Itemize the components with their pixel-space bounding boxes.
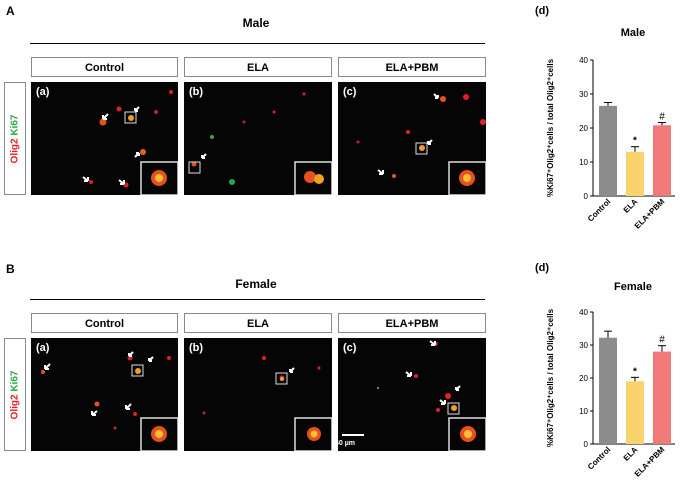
y-tick-label: 10: [579, 407, 588, 416]
female-title: Female: [235, 277, 277, 291]
female-header-control: Control: [31, 313, 178, 333]
significance-mark: #: [659, 112, 665, 123]
chart-panel-label: (d): [535, 5, 549, 17]
micrograph: [41, 351, 178, 451]
x-tick-label: Control: [586, 445, 612, 471]
scale-bar-label: 40 µm: [335, 440, 355, 447]
y-tick-label: 40: [579, 308, 588, 317]
scale-bar: [342, 434, 364, 436]
panel-label-b: B: [6, 262, 15, 276]
y-tick-label: 30: [579, 90, 588, 99]
male-header-elapbm: ELA+PBM: [338, 57, 486, 77]
bar-1: [626, 151, 644, 196]
y-tick-label: 0: [584, 440, 589, 449]
y-tick-label: 0: [584, 192, 589, 201]
ki67-label: Ki67: [9, 370, 21, 392]
female-chart: (d) Female %Ki67⁺Olig2⁺cells / total Olig2…: [505, 260, 683, 496]
male-chart: (d) Male %Ki67⁺Olig2⁺cells / total Olig2⁺c…: [505, 0, 683, 245]
panel-label-a: A: [6, 4, 15, 18]
y-tick-label: 20: [579, 124, 588, 133]
olig2-label: Olig2: [9, 393, 21, 419]
male-elapbm-image: (c): [338, 82, 486, 195]
male-divider: [30, 43, 485, 44]
male-ela-image: (b): [184, 82, 332, 195]
chart-title: Female: [614, 281, 652, 293]
female-header-elapbm: ELA+PBM: [338, 313, 486, 333]
y-axis-label: %Ki67⁺Olig2⁺cells / total Olig2⁺cells: [546, 58, 555, 197]
female-divider: [30, 299, 485, 300]
x-tick-label: ELA: [622, 197, 640, 215]
female-header-ela: ELA: [184, 313, 332, 333]
micrograph: [188, 92, 332, 195]
x-tick-label: Control: [586, 197, 612, 223]
female-ela-image: (b): [184, 338, 332, 451]
y-tick-label: 20: [579, 374, 588, 383]
micrograph: [356, 93, 486, 195]
ki67-label: Ki67: [9, 114, 21, 136]
olig2-label: Olig2: [9, 137, 21, 163]
female-elapbm-image: (c): [338, 338, 486, 451]
micrograph: [82, 90, 178, 195]
sublabel-c: (c): [343, 342, 357, 354]
y-tick-label: 40: [579, 56, 588, 65]
female-control-image: (a): [31, 338, 178, 451]
x-tick-label: ELA+PBM: [633, 197, 667, 231]
sublabel-a: (a): [36, 342, 50, 354]
male-header-control: Control: [31, 57, 178, 77]
significance-mark: *: [633, 366, 637, 377]
significance-mark: #: [659, 335, 665, 346]
micrograph: [202, 356, 332, 451]
male-stain-label: Olig2 Ki67: [4, 82, 26, 195]
female-stain-label: Olig2 Ki67: [4, 338, 26, 451]
chart-panel-label: (d): [535, 262, 549, 274]
male-header-ela: ELA: [184, 57, 332, 77]
male-title: Male: [242, 16, 270, 30]
bar-2: [653, 125, 671, 196]
sublabel-c: (c): [343, 86, 357, 98]
chart-title: Male: [621, 27, 645, 39]
sublabel-b: (b): [189, 342, 204, 354]
x-tick-label: ELA+PBM: [633, 445, 667, 479]
bar-1: [626, 381, 644, 444]
bar-0: [599, 105, 617, 196]
bar-0: [599, 337, 617, 444]
y-tick-label: 30: [579, 341, 588, 350]
y-axis-label: %Ki67⁺Olig2⁺cells / total Olig2⁺cells: [546, 308, 555, 447]
sublabel-a: (a): [36, 86, 50, 98]
y-tick-label: 10: [579, 158, 588, 167]
significance-mark: *: [633, 136, 637, 147]
x-tick-label: ELA: [622, 445, 640, 463]
sublabel-b: (b): [189, 86, 204, 98]
male-control-image: (a): [31, 82, 178, 195]
bar-2: [653, 351, 671, 444]
micrograph: [376, 340, 486, 451]
